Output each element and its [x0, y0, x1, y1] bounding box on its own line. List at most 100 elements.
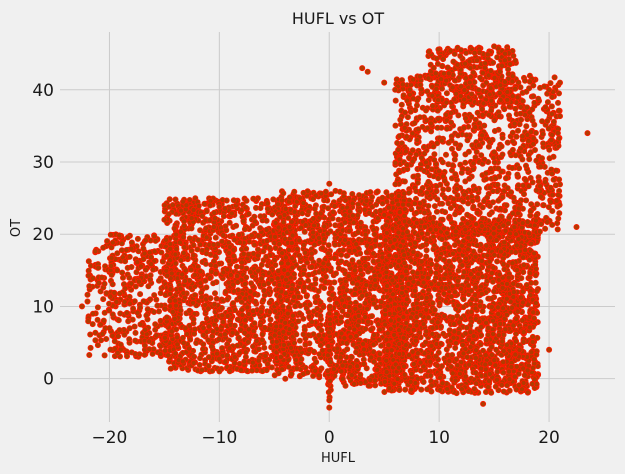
scatter-point	[186, 235, 193, 242]
scatter-point	[200, 341, 207, 348]
scatter-point	[116, 327, 123, 334]
scatter-point	[200, 332, 207, 339]
scatter-point	[423, 253, 430, 260]
scatter-point	[252, 298, 259, 305]
scatter-point	[295, 318, 302, 325]
scatter-point	[360, 341, 367, 348]
scatter-point	[235, 231, 242, 238]
scatter-point	[209, 328, 216, 335]
scatter-point	[351, 290, 358, 297]
scatter-point	[203, 250, 210, 257]
scatter-point	[261, 344, 268, 351]
scatter-point	[240, 217, 247, 224]
scatter-point	[238, 306, 245, 313]
scatter-point	[277, 354, 284, 361]
scatter-point	[477, 247, 484, 254]
scatter-point	[104, 238, 111, 245]
scatter-point	[298, 224, 305, 231]
scatter-point	[120, 274, 127, 281]
scatter-point	[141, 351, 148, 358]
scatter-point	[263, 217, 270, 224]
scatter-point	[243, 274, 250, 281]
scatter-point	[226, 368, 233, 375]
scatter-point	[398, 273, 405, 280]
scatter-point	[242, 295, 249, 302]
scatter-point	[365, 382, 372, 389]
scatter-point	[245, 311, 252, 318]
scatter-point	[242, 280, 249, 287]
scatter-point	[219, 345, 226, 352]
scatter-point	[266, 299, 273, 306]
scatter-point	[374, 366, 381, 373]
scatter-point	[106, 300, 113, 307]
scatter-point	[297, 279, 304, 286]
scatter-point	[134, 259, 141, 266]
scatter-point	[376, 242, 383, 249]
scatter-point	[344, 312, 351, 319]
scatter-point	[370, 341, 377, 348]
scatter-point	[241, 358, 248, 365]
scatter-point	[351, 380, 358, 387]
scatter-point	[182, 325, 189, 332]
scatter-point	[332, 270, 339, 277]
scatter-point	[273, 323, 280, 330]
scatter-point	[117, 310, 124, 317]
scatter-point	[284, 271, 291, 278]
scatter-point	[346, 261, 353, 268]
scatter-point	[271, 233, 278, 240]
scatter-point	[282, 334, 289, 341]
scatter-point	[347, 363, 354, 370]
scatter-point	[244, 304, 251, 311]
scatter-point	[285, 304, 292, 311]
scatter-point	[171, 225, 178, 232]
scatter-point	[362, 231, 369, 238]
scatter-point	[150, 308, 157, 315]
scatter-point	[242, 349, 249, 356]
scatter-point	[306, 301, 313, 308]
scatter-point	[360, 346, 367, 353]
scatter-point	[373, 201, 380, 208]
scatter-point	[298, 356, 305, 363]
scatter-point	[167, 285, 174, 292]
scatter-point	[205, 323, 212, 330]
scatter-point	[172, 350, 179, 357]
scatter-point	[311, 205, 318, 212]
scatter-point	[252, 204, 259, 211]
scatter-point	[317, 299, 324, 306]
scatter-point	[306, 313, 313, 320]
chart-title: HUFL vs OT	[292, 9, 384, 28]
scatter-point	[290, 293, 297, 300]
scatter-point	[221, 331, 228, 338]
scatter-point	[218, 304, 225, 311]
scatter-point	[121, 331, 128, 338]
scatter-point	[191, 326, 198, 333]
scatter-point	[356, 192, 363, 199]
scatter-point	[376, 326, 383, 333]
scatter-point	[305, 208, 312, 215]
scatter-point	[100, 244, 107, 251]
scatter-point	[413, 322, 420, 329]
scatter-point	[172, 260, 179, 267]
scatter-point	[141, 250, 148, 257]
scatter-point	[229, 329, 236, 336]
scatter-point	[264, 205, 271, 212]
scatter-point	[263, 367, 270, 374]
scatter-point	[346, 247, 353, 254]
scatter-point	[220, 319, 227, 326]
scatter-point	[367, 326, 374, 333]
scatter-point	[107, 231, 114, 238]
scatter-point	[366, 236, 373, 243]
scatter-point	[329, 215, 336, 222]
scatter-point	[240, 250, 247, 257]
scatter-point	[137, 304, 144, 311]
scatter-point	[490, 288, 497, 295]
scatter-point	[188, 215, 195, 222]
scatter-point	[152, 321, 159, 328]
scatter-point	[238, 259, 245, 266]
scatter-point	[159, 258, 166, 265]
scatter-point	[438, 236, 445, 243]
scatter-point	[231, 307, 238, 314]
scatter-point	[338, 330, 345, 337]
scatter-point	[368, 313, 375, 320]
scatter-point	[378, 299, 385, 306]
